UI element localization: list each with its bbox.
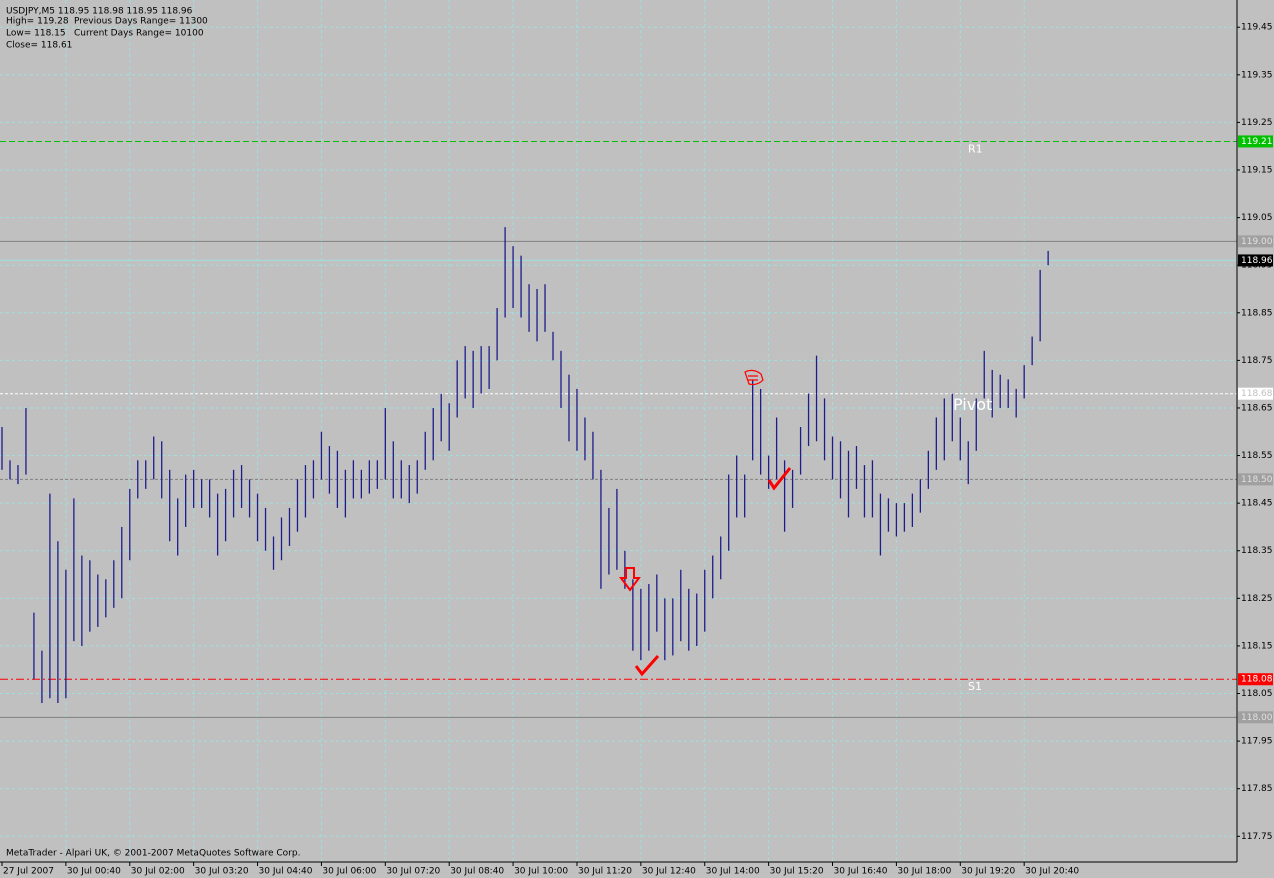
level-label: 118.00 (1241, 713, 1273, 723)
check-mark (767, 467, 792, 491)
level-label: 118.96 (1241, 256, 1273, 266)
x-tick-label: 30 Jul 04:40 (259, 867, 313, 877)
x-tick-label: 30 Jul 15:20 (770, 867, 824, 877)
y-tick-label: 118.85 (1241, 308, 1273, 318)
x-tick-label: 30 Jul 19:20 (961, 867, 1015, 877)
level-label: 119.00 (1241, 237, 1273, 247)
level-badge (1238, 387, 1273, 400)
x-tick-label: 30 Jul 06:00 (322, 867, 376, 877)
x-tick-label: 30 Jul 03:20 (195, 867, 249, 877)
y-tick-label: 118.25 (1241, 594, 1273, 604)
y-tick-label: 119.05 (1241, 213, 1273, 223)
x-tick-label: 30 Jul 18:00 (897, 867, 951, 877)
y-tick-label: 117.85 (1241, 784, 1273, 794)
y-tick-label: 118.05 (1241, 689, 1273, 699)
level-name: S1 (968, 680, 982, 693)
x-tick-label: 30 Jul 12:40 (642, 867, 696, 877)
level-name: R1 (968, 142, 983, 155)
level-badge (1238, 235, 1273, 248)
y-tick-label: 117.75 (1241, 832, 1273, 842)
check-mark (634, 655, 660, 677)
x-tick-label: 30 Jul 02:00 (131, 867, 185, 877)
x-tick-label: 30 Jul 14:00 (706, 867, 760, 877)
header-close: Close= 118.61 (6, 41, 72, 51)
header-symbol: USDJPY,M5 118.95 118.98 118.95 118.96 (6, 7, 193, 17)
x-tick-label: 30 Jul 07:20 (386, 867, 440, 877)
level-label: 119.21 (1241, 137, 1273, 147)
y-tick-label: 118.65 (1241, 403, 1273, 413)
header-low: Low= 118.15 (6, 29, 66, 39)
level-label: 118.08 (1241, 675, 1273, 685)
y-tick-label: 117.95 (1241, 737, 1273, 747)
level-badge (1238, 473, 1273, 486)
y-tick-label: 119.45 (1241, 23, 1273, 33)
hand-icon (744, 369, 764, 386)
x-tick-label: 30 Jul 16:40 (834, 867, 888, 877)
x-tick-label: 30 Jul 11:20 (578, 867, 632, 877)
y-tick-label: 118.35 (1241, 546, 1273, 556)
y-tick-label: 118.15 (1241, 641, 1273, 651)
y-tick-label: 119.15 (1241, 166, 1273, 176)
sell-arrow (619, 567, 641, 592)
y-tick-label: 119.25 (1241, 118, 1273, 128)
y-tick-label: 119.35 (1241, 70, 1273, 80)
x-tick-label: 27 Jul 2007 (3, 867, 54, 877)
level-name: Pivot (953, 395, 992, 414)
x-tick-label: 30 Jul 00:40 (67, 867, 121, 877)
footer-copyright: MetaTrader - Alpari UK, © 2001-2007 Meta… (6, 849, 300, 859)
level-label: 118.50 (1241, 475, 1273, 485)
x-tick-label: 30 Jul 10:00 (514, 867, 568, 877)
header-high: High= 119.28 (6, 17, 69, 27)
y-tick-label: 118.45 (1241, 499, 1273, 509)
x-tick-label: 30 Jul 08:40 (450, 867, 504, 877)
header-cur-range: Current Days Range= 10100 (74, 29, 204, 39)
y-tick-label: 118.75 (1241, 356, 1273, 366)
level-badge (1238, 254, 1273, 267)
header-prev-range: Previous Days Range= 11300 (74, 17, 208, 27)
level-badge (1238, 673, 1273, 686)
y-tick-label: 118.55 (1241, 451, 1273, 461)
x-tick-label: 30 Jul 20:40 (1025, 867, 1079, 877)
level-label: 118.68 (1241, 389, 1273, 399)
level-badge (1238, 135, 1273, 148)
level-badge (1238, 711, 1273, 724)
